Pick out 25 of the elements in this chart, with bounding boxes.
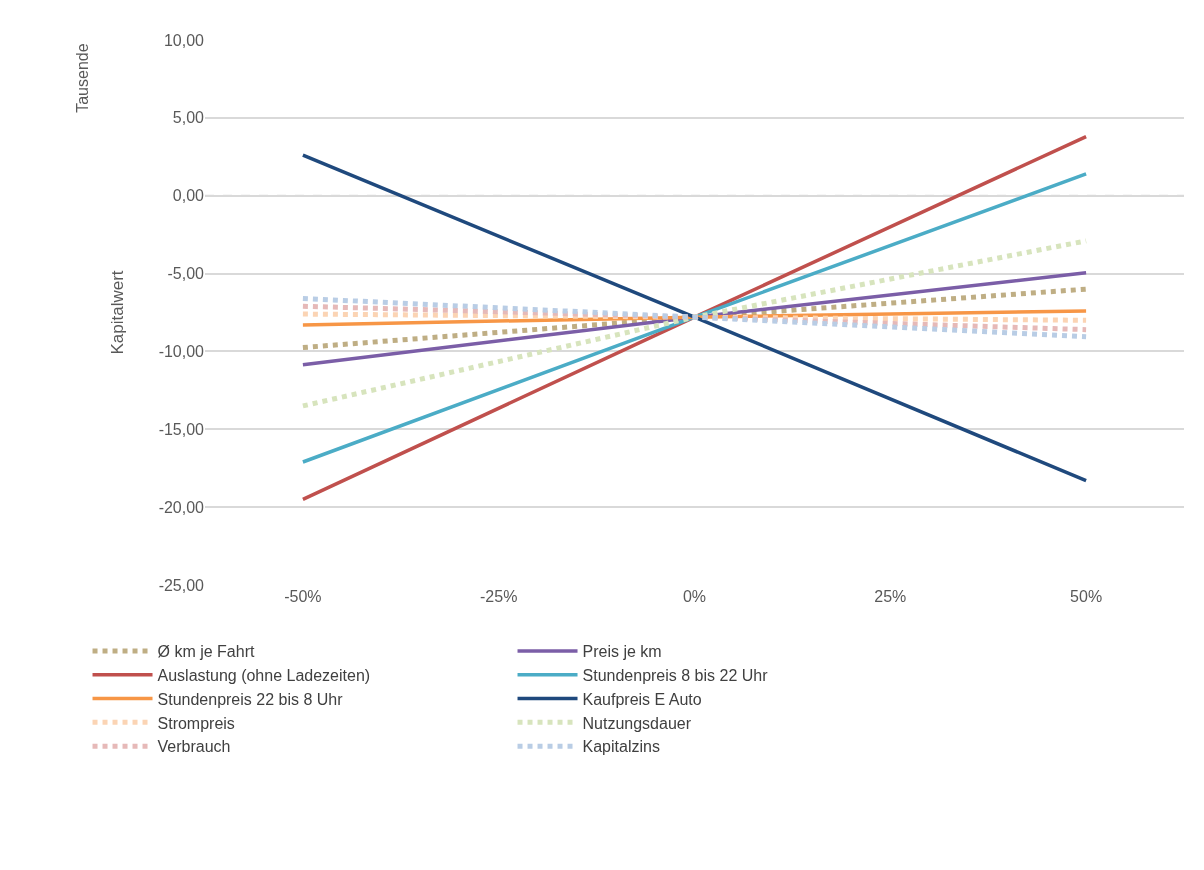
y-axis-title: Kapitalwert [108,270,128,355]
x-tick-label: 25% [874,588,907,605]
legend-label: Nutzungsdauer [582,714,692,732]
y-tick-label: 10,00 [163,31,205,49]
y-tick-label: 5,00 [172,109,205,127]
legend-label: Strompreis [157,714,235,732]
text: Tausende [74,43,92,113]
y-tick-label: 0,00 [172,187,205,205]
legend-label: Verbrauch [157,738,231,756]
y-tick-label: -5,00 [167,265,205,283]
legend-label: Stundenpreis 22 bis 8 Uhr [157,690,344,708]
y-tick-label: -25,00 [158,576,205,594]
legend-label: Ø km je Fahrt [157,643,255,661]
legend-label: Auslastung (ohne Ladezeiten) [157,666,371,684]
legend-label: Kaufpreis E Auto [582,690,702,708]
x-tick-label: -50% [284,588,322,605]
x-tick-label: 50% [1070,588,1103,605]
x-tick-label: -25% [480,588,518,605]
legend-label: Stundenpreis 8 bis 22 Uhr [582,666,769,684]
legend-label: Kapitalzins [582,738,660,756]
y-tick-label: -10,00 [158,343,205,361]
x-tick-label: 0% [682,588,707,605]
legend-label: Preis je km [582,643,662,661]
y-tick-label: -20,00 [158,498,205,516]
y-tick-label: -15,00 [158,420,205,438]
